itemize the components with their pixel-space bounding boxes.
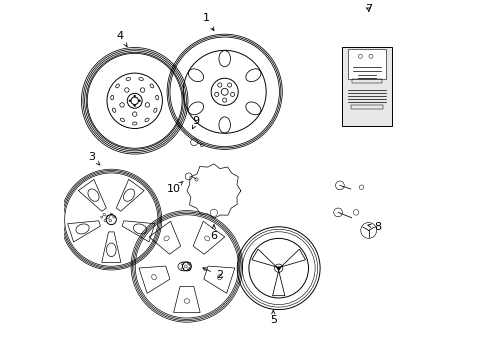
- Text: 2: 2: [203, 268, 223, 280]
- Text: 3: 3: [88, 152, 100, 165]
- Text: 9: 9: [192, 116, 199, 129]
- Circle shape: [138, 100, 140, 102]
- Bar: [351, 79, 381, 83]
- Text: 7: 7: [365, 4, 371, 14]
- Circle shape: [133, 95, 135, 97]
- Text: 4: 4: [117, 31, 127, 46]
- Bar: [341, 47, 391, 126]
- Text: 6: 6: [210, 225, 217, 241]
- Circle shape: [129, 100, 131, 102]
- Bar: [347, 49, 385, 79]
- Text: 1: 1: [203, 13, 213, 31]
- Bar: [350, 105, 382, 109]
- Text: 10: 10: [167, 181, 183, 194]
- Circle shape: [133, 105, 135, 107]
- Text: 8: 8: [367, 222, 381, 232]
- Text: 5: 5: [269, 310, 276, 325]
